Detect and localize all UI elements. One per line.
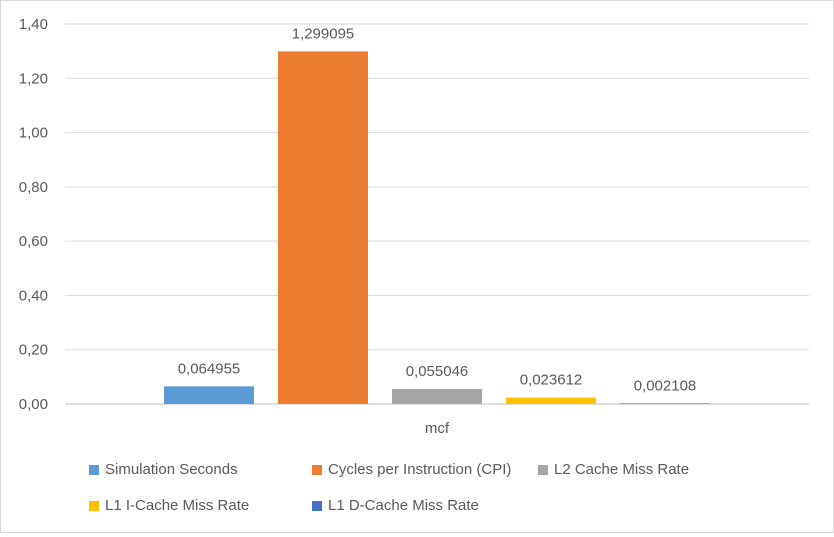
legend-item: L1 D-Cache Miss Rate	[312, 497, 479, 514]
data-labels: 0,064955 1,299095 0,055046 0,023612 0,002108	[178, 25, 697, 394]
y-tick-label: 1,20	[19, 70, 48, 87]
x-axis-categories: mcf	[425, 420, 450, 437]
bar-2	[278, 51, 368, 405]
legend-label: Simulation Seconds	[105, 461, 238, 478]
legend-swatch	[89, 500, 99, 511]
gridlines	[65, 23, 809, 405]
bar-5	[620, 403, 710, 404]
data-label: 1,299095	[292, 25, 355, 42]
legend-swatch	[89, 464, 99, 475]
y-axis-ticks: 0,00 0,20 0,40 0,60 0,80 1,00 1,20 1,40	[19, 16, 48, 413]
y-tick-label: 0,40	[19, 287, 48, 304]
y-tick-label: 1,40	[19, 16, 48, 33]
legend-item: L2 Cache Miss Rate	[538, 461, 689, 478]
bar-1	[164, 386, 254, 404]
y-tick-label: 0,60	[19, 233, 48, 250]
data-label: 0,064955	[178, 360, 241, 377]
bar-4	[506, 397, 596, 404]
bars	[164, 51, 710, 405]
y-tick-label: 0,00	[19, 396, 48, 413]
legend-label: L1 D-Cache Miss Rate	[328, 497, 479, 514]
data-label: 0,002108	[634, 377, 697, 394]
x-category-label: mcf	[425, 420, 450, 437]
bar-3	[392, 389, 482, 404]
legend-label: L2 Cache Miss Rate	[554, 461, 690, 478]
legend-swatch	[312, 500, 322, 511]
legend-label: L1 I-Cache Miss Rate	[105, 497, 250, 514]
y-tick-label: 0,80	[19, 179, 48, 196]
legend-item: Cycles per Instruction (CPI)	[312, 461, 511, 478]
data-label: 0,023612	[520, 372, 583, 389]
y-tick-label: 1,00	[19, 125, 48, 142]
legend-label: Cycles per Instruction (CPI)	[328, 461, 512, 478]
data-label: 0,055046	[406, 363, 469, 380]
legend-item: L1 I-Cache Miss Rate	[89, 497, 249, 514]
y-tick-label: 0,20	[19, 342, 48, 359]
legend-item: Simulation Seconds	[89, 461, 238, 478]
legend-swatch	[312, 464, 322, 475]
legend-swatch	[538, 464, 548, 475]
